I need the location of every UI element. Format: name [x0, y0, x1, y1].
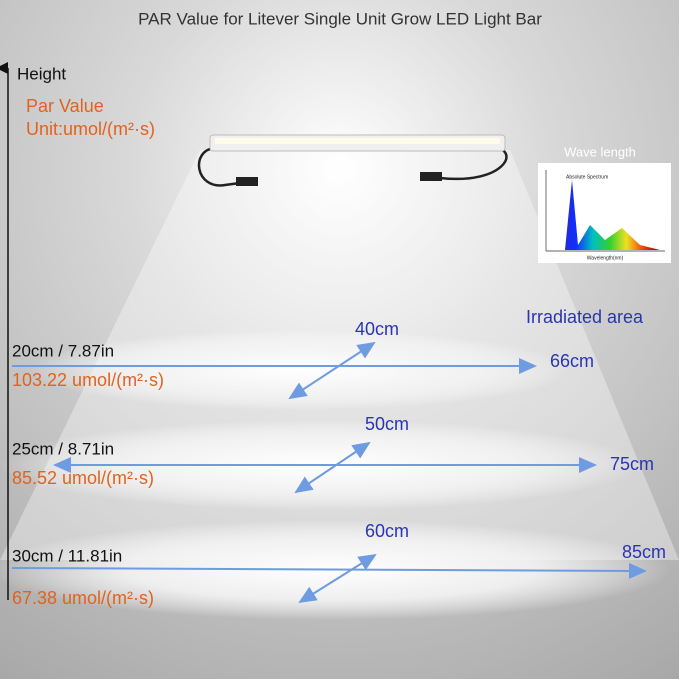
level: 30cm / 11.81in 67.38 umol/(m²·s) 85cm 60… [11, 521, 666, 608]
level: 25cm / 8.71in 85.52 umol/(m²·s) 75cm 50c… [12, 414, 654, 494]
par-label: Par Value [26, 96, 104, 116]
level: 20cm / 7.87in 103.22 umol/(m²·s) 66cm 40… [12, 319, 594, 400]
width-label: 66cm [550, 351, 594, 371]
depth-label: 60cm [365, 521, 409, 541]
height-label: 20cm / 7.87in [12, 341, 114, 360]
spectrum-x-label: Wavelength(nm) [587, 255, 624, 261]
height-label: 30cm / 11.81in [12, 546, 122, 565]
title: PAR Value for Litever Single Unit Grow L… [138, 9, 542, 28]
spectrum-inset: Absolute Spectrum Wavelength(nm) [538, 163, 671, 263]
depth-arrow [288, 341, 376, 400]
width-label: 75cm [610, 454, 654, 474]
depth-label: 50cm [365, 414, 409, 434]
width-label: 85cm [622, 542, 666, 562]
height-label: 25cm / 8.71in [12, 439, 114, 458]
par-value: 85.52 umol/(m²·s) [12, 468, 154, 488]
depth-label: 40cm [355, 319, 399, 339]
par-value: 103.22 umol/(m²·s) [12, 370, 164, 390]
area-label: Irradiated area [526, 307, 644, 327]
depth-arrow [294, 441, 371, 494]
spectrum-label: Wave length [564, 144, 636, 159]
unit-label: Unit:umol/(m²·s) [26, 119, 155, 139]
axis-label: Height [17, 64, 66, 83]
depth-arrow [298, 553, 377, 604]
par-value: 67.38 umol/(m²·s) [12, 588, 154, 608]
spectrum-title: Absolute Spectrum [566, 174, 608, 180]
light-bar [197, 134, 508, 187]
